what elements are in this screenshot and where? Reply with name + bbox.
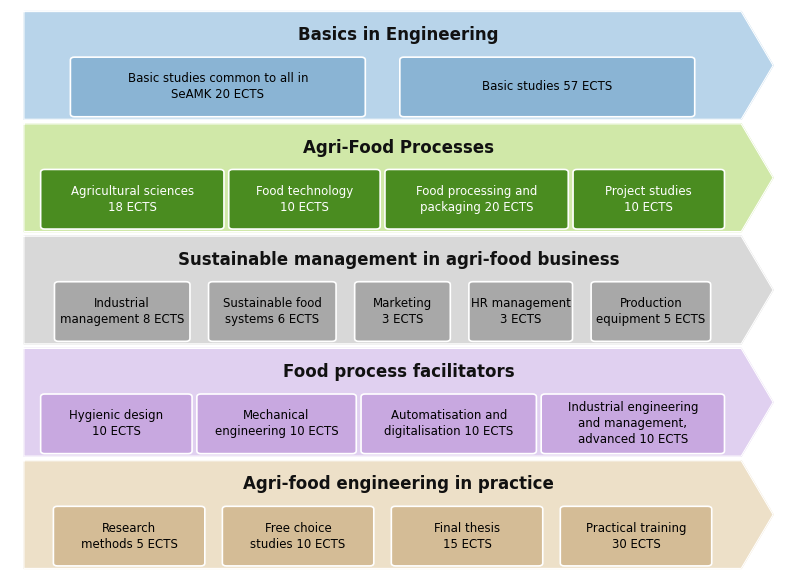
Text: Agricultural sciences
18 ECTS: Agricultural sciences 18 ECTS xyxy=(71,185,194,214)
FancyBboxPatch shape xyxy=(385,169,568,229)
Text: Hygienic design
10 ECTS: Hygienic design 10 ECTS xyxy=(69,409,163,438)
FancyBboxPatch shape xyxy=(355,282,450,342)
FancyBboxPatch shape xyxy=(573,169,724,229)
Text: Practical training
30 ECTS: Practical training 30 ECTS xyxy=(586,521,686,550)
FancyBboxPatch shape xyxy=(209,282,336,342)
FancyBboxPatch shape xyxy=(361,394,536,454)
Polygon shape xyxy=(24,124,773,231)
FancyBboxPatch shape xyxy=(53,506,205,566)
Polygon shape xyxy=(24,236,773,344)
Text: Marketing
3 ECTS: Marketing 3 ECTS xyxy=(373,297,432,326)
Text: Mechanical
engineering 10 ECTS: Mechanical engineering 10 ECTS xyxy=(214,409,339,438)
Polygon shape xyxy=(24,461,773,568)
FancyBboxPatch shape xyxy=(41,394,192,454)
FancyBboxPatch shape xyxy=(222,506,374,566)
FancyBboxPatch shape xyxy=(541,394,724,454)
Text: Food process facilitators: Food process facilitators xyxy=(283,363,514,381)
Polygon shape xyxy=(24,349,773,456)
Text: Agri-Food Processes: Agri-Food Processes xyxy=(303,139,494,157)
Text: Project studies
10 ECTS: Project studies 10 ECTS xyxy=(606,185,692,214)
Text: Sustainable food
systems 6 ECTS: Sustainable food systems 6 ECTS xyxy=(223,297,322,326)
Polygon shape xyxy=(24,12,773,119)
Text: Agri-food engineering in practice: Agri-food engineering in practice xyxy=(243,476,554,494)
Text: Free choice
studies 10 ECTS: Free choice studies 10 ECTS xyxy=(250,521,346,550)
Text: Production
equipment 5 ECTS: Production equipment 5 ECTS xyxy=(596,297,705,326)
FancyBboxPatch shape xyxy=(391,506,543,566)
Text: Research
methods 5 ECTS: Research methods 5 ECTS xyxy=(80,521,178,550)
FancyBboxPatch shape xyxy=(70,57,365,117)
Text: Automatisation and
digitalisation 10 ECTS: Automatisation and digitalisation 10 ECT… xyxy=(384,409,513,438)
FancyBboxPatch shape xyxy=(591,282,711,342)
FancyBboxPatch shape xyxy=(229,169,380,229)
Text: Basic studies 57 ECTS: Basic studies 57 ECTS xyxy=(482,81,612,93)
FancyBboxPatch shape xyxy=(469,282,572,342)
Text: Food technology
10 ECTS: Food technology 10 ECTS xyxy=(256,185,353,214)
Text: Industrial
management 8 ECTS: Industrial management 8 ECTS xyxy=(60,297,184,326)
FancyBboxPatch shape xyxy=(197,394,356,454)
FancyBboxPatch shape xyxy=(54,282,190,342)
FancyBboxPatch shape xyxy=(400,57,695,117)
Text: Industrial engineering
and management,
advanced 10 ECTS: Industrial engineering and management, a… xyxy=(567,401,698,447)
Text: Food processing and
packaging 20 ECTS: Food processing and packaging 20 ECTS xyxy=(416,185,537,214)
Text: HR management
3 ECTS: HR management 3 ECTS xyxy=(471,297,571,326)
FancyBboxPatch shape xyxy=(41,169,224,229)
Text: Basics in Engineering: Basics in Engineering xyxy=(298,26,499,44)
Text: Basic studies common to all in
SeAMK 20 ECTS: Basic studies common to all in SeAMK 20 … xyxy=(128,72,308,102)
Text: Sustainable management in agri-food business: Sustainable management in agri-food busi… xyxy=(178,251,619,269)
FancyBboxPatch shape xyxy=(560,506,712,566)
Text: Final thesis
15 ECTS: Final thesis 15 ECTS xyxy=(434,521,500,550)
